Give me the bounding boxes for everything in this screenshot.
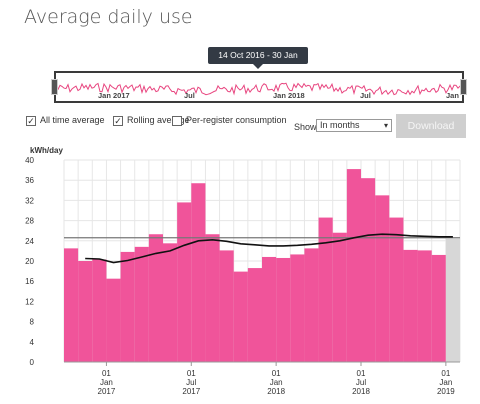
- month-bar: [106, 278, 121, 362]
- x-tick-label-year: 2019: [437, 387, 455, 396]
- x-tick-label-month: Jan: [270, 378, 283, 387]
- x-tick-label-day: 01: [272, 369, 281, 378]
- per-register-checkbox[interactable]: [172, 116, 182, 126]
- month-bar: [262, 256, 277, 362]
- month-bar: [318, 217, 333, 362]
- month-bar: [431, 254, 446, 362]
- month-bar: [78, 261, 93, 362]
- y-axis-unit-label: kWh/day: [30, 146, 63, 155]
- y-tick-label: 0: [30, 358, 35, 367]
- month-bar: [417, 250, 432, 362]
- x-tick-label-day: 01: [187, 369, 196, 378]
- month-bar: [276, 257, 291, 362]
- per-register-label[interactable]: Per-register consumption: [186, 115, 287, 125]
- y-tick-label: 36: [25, 176, 34, 185]
- average-daily-use-chart: kWh/day 048121620242832364001Jan201701Ju…: [25, 146, 461, 396]
- x-tick-label-year: 2018: [352, 387, 370, 396]
- x-tick-label-year: 2018: [267, 387, 285, 396]
- range-tooltip: 14 Oct 2016 - 30 Jan 2019: [208, 47, 308, 77]
- navigator-label-jul-2017: Jul: [184, 91, 195, 100]
- y-tick-label: 20: [25, 257, 34, 266]
- y-tick-label: 8: [30, 318, 35, 327]
- x-tick-label-month: Jan: [100, 378, 113, 387]
- chart-controls: ✓ All time average ✓ Rolling average Per…: [26, 114, 466, 138]
- rolling-average-label[interactable]: Rolling average: [127, 115, 190, 125]
- month-bar: [247, 268, 262, 362]
- partial-month-bar: [445, 238, 460, 362]
- range-navigator[interactable]: Jan 2017 Jul Jan 2018 Jul Jan: [51, 71, 467, 103]
- y-tick-label: 28: [25, 217, 34, 226]
- month-bar: [120, 251, 135, 362]
- month-bar: [177, 202, 192, 362]
- month-bar: [375, 195, 390, 362]
- month-bar: [205, 234, 220, 362]
- navigator-label-jan-2019: Jan: [446, 91, 459, 100]
- navigator-left-handle[interactable]: [51, 79, 58, 95]
- month-bar: [163, 243, 178, 362]
- month-bar: [219, 250, 234, 362]
- y-tick-label: 4: [30, 338, 35, 347]
- y-tick-label: 16: [25, 277, 34, 286]
- month-bar: [290, 254, 305, 362]
- page-title: Average daily use: [24, 6, 193, 28]
- x-tick-label-day: 01: [102, 369, 111, 378]
- y-tick-label: 24: [25, 237, 34, 246]
- month-bar: [403, 249, 418, 362]
- show-label: Show: [294, 122, 317, 132]
- period-select[interactable]: In months ▾: [316, 119, 392, 132]
- x-tick-label-month: Jan: [439, 378, 452, 387]
- x-tick-label-year: 2017: [182, 387, 200, 396]
- navigator-right-handle[interactable]: [460, 79, 467, 95]
- month-bar: [361, 178, 376, 362]
- y-tick-label: 12: [25, 297, 34, 306]
- x-tick-label-day: 01: [357, 369, 366, 378]
- x-tick-label-day: 01: [441, 369, 450, 378]
- x-tick-label-month: Jul: [186, 378, 196, 387]
- y-tick-label: 40: [25, 156, 34, 165]
- month-bar: [304, 248, 319, 362]
- x-tick-label-year: 2017: [98, 387, 116, 396]
- x-tick-label-month: Jul: [356, 378, 366, 387]
- month-bar: [332, 232, 347, 362]
- month-bar: [92, 259, 107, 362]
- month-bar: [64, 248, 79, 362]
- rolling-average-checkbox[interactable]: ✓: [113, 116, 123, 126]
- month-bar: [191, 183, 206, 362]
- navigator-label-jul-2018: Jul: [360, 91, 371, 100]
- month-bar: [346, 169, 361, 362]
- period-select-value: In months: [320, 120, 360, 130]
- rolling-average-line: [85, 233, 453, 264]
- navigator-series-line: [56, 82, 462, 96]
- all-time-average-label[interactable]: All time average: [40, 115, 105, 125]
- navigator-label-jan-2018: Jan 2018: [273, 91, 305, 100]
- y-tick-label: 32: [25, 196, 34, 205]
- chevron-down-icon: ▾: [383, 121, 388, 130]
- month-bar: [134, 246, 149, 362]
- all-time-average-checkbox[interactable]: ✓: [26, 116, 36, 126]
- month-bar: [389, 217, 404, 362]
- navigator-label-jan-2017: Jan 2017: [98, 91, 130, 100]
- month-bar: [148, 234, 163, 362]
- download-button[interactable]: Download: [396, 114, 466, 138]
- month-bar: [233, 271, 248, 362]
